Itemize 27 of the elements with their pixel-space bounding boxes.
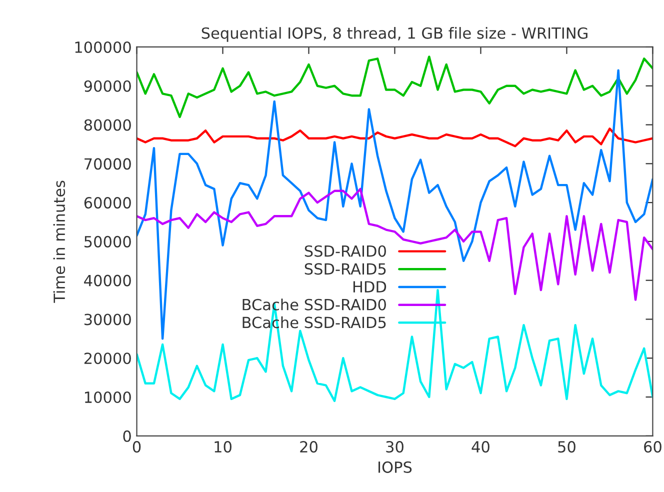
legend-label: SSD-RAID5	[304, 263, 386, 275]
x-tick-label: 60	[644, 441, 662, 453]
y-tick-label: 40000	[84, 274, 131, 286]
x-axis-title: IOPS	[378, 461, 412, 473]
y-tick-label: 30000	[84, 314, 131, 326]
y-tick-label: 10000	[85, 391, 131, 404]
y-tick-label: 70000	[84, 158, 131, 170]
x-tick-label: 20	[300, 441, 318, 453]
legend-label: SSD-RAID0	[304, 245, 386, 257]
x-tick-label: 30	[386, 441, 404, 453]
line-series	[136, 128, 653, 148]
x-tick-label: 10	[214, 441, 232, 453]
x-tick-label: 40	[472, 441, 490, 453]
line-series	[136, 69, 653, 340]
line-series	[136, 56, 653, 118]
y-tick-label: 100000	[75, 41, 131, 54]
y-tick-label: 60000	[84, 197, 131, 209]
legend-label: HDD	[353, 281, 386, 292]
x-tick-label: 50	[558, 441, 576, 453]
y-tick-label: 0	[123, 430, 131, 442]
x-tick-label: 0	[132, 441, 141, 453]
y-tick-label: 50000	[84, 236, 131, 248]
y-tick-label: 90000	[84, 80, 131, 92]
chart-title: Sequential IOPS, 8 thread, 1 GB file size - WRITING	[202, 27, 588, 42]
y-tick-label: 80000	[84, 119, 131, 131]
y-axis-title: Time in minutes	[53, 180, 66, 303]
y-tick-label: 20000	[84, 352, 131, 364]
